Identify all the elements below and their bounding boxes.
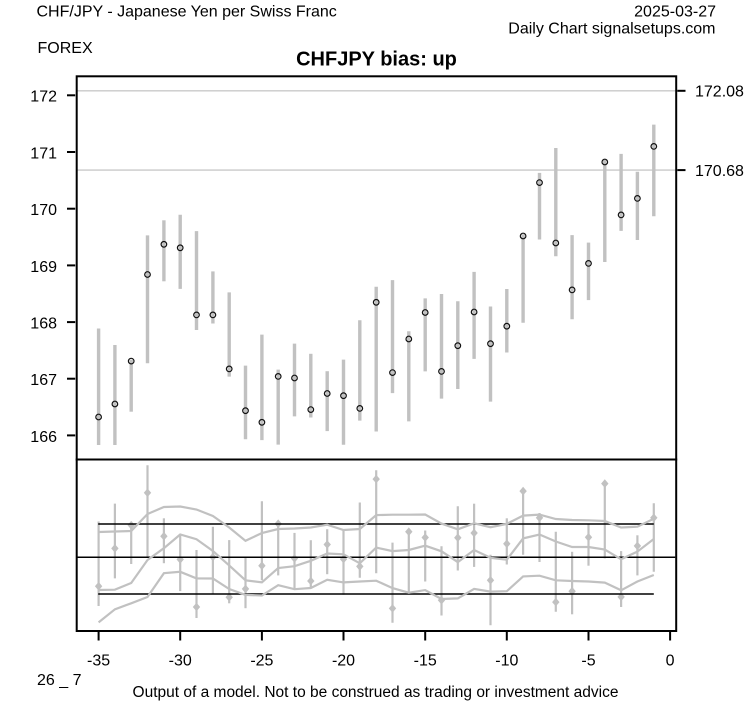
svg-text:-25: -25: [250, 652, 273, 669]
svg-text:168: 168: [30, 316, 57, 333]
svg-text:CHF/JPY - Japanese Yen per Swi: CHF/JPY - Japanese Yen per Swiss Franc: [37, 4, 337, 21]
svg-text:-20: -20: [332, 652, 355, 669]
svg-text:166: 166: [30, 429, 57, 446]
svg-text:172: 172: [30, 89, 57, 106]
svg-text:171: 171: [30, 145, 57, 162]
svg-text:Output of a model. Not to be c: Output of a model. Not to be construed a…: [133, 684, 619, 701]
svg-text:26 _ 7: 26 _ 7: [37, 672, 82, 689]
svg-text:0: 0: [666, 652, 675, 669]
svg-text:169: 169: [30, 259, 57, 276]
svg-text:170: 170: [30, 202, 57, 219]
svg-text:-35: -35: [87, 652, 110, 669]
svg-text:FOREX: FOREX: [38, 40, 93, 57]
svg-text:-30: -30: [169, 652, 192, 669]
svg-text:170.68: 170.68: [695, 163, 744, 180]
svg-text:2025-03-27: 2025-03-27: [634, 4, 716, 21]
svg-text:CHFJPY bias: up: CHFJPY bias: up: [296, 48, 457, 70]
svg-text:172.08: 172.08: [695, 84, 744, 101]
svg-text:-15: -15: [414, 652, 437, 669]
svg-text:Daily Chart signalsetups.com: Daily Chart signalsetups.com: [508, 21, 715, 38]
svg-text:167: 167: [30, 372, 57, 389]
svg-text:-10: -10: [495, 652, 518, 669]
svg-text:-5: -5: [581, 652, 595, 669]
